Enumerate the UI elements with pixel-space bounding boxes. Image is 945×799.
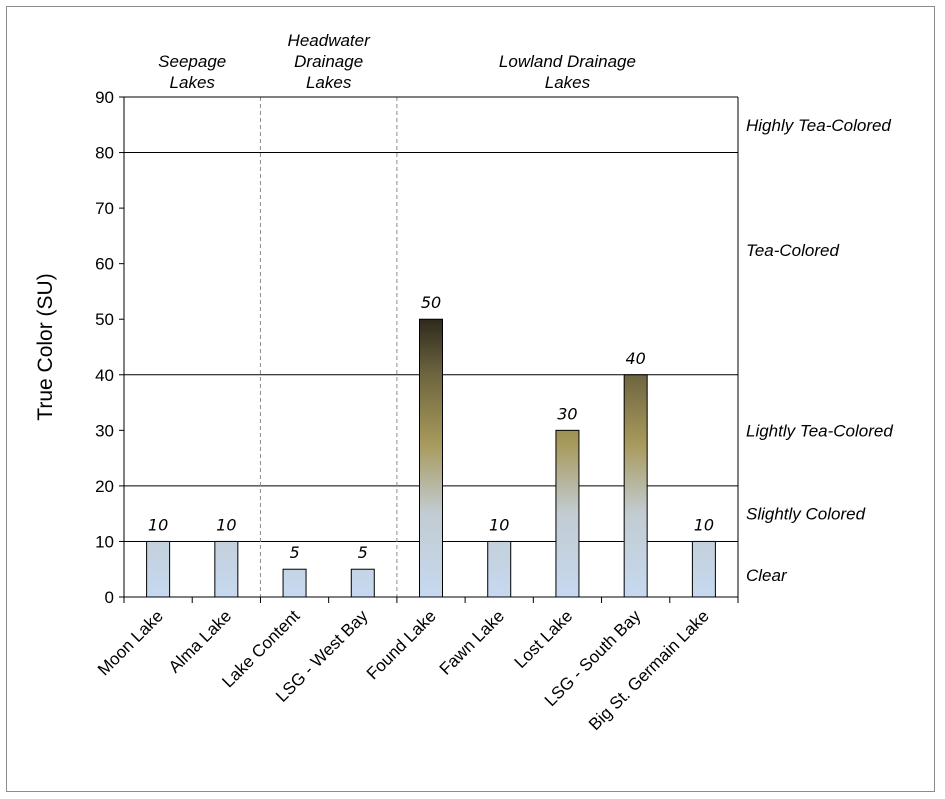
y-tick-label-60: 60 [95,255,114,274]
y-tick-label-50: 50 [95,310,114,329]
band-label-3: Slightly Colored [746,505,866,524]
x-category-label-5: Fawn Lake [436,606,508,678]
y-tick-label-30: 30 [95,421,114,440]
data-label-1: 10 [216,515,236,534]
data-label-3: 5 [358,543,368,562]
x-category-label-1: Alma Lake [165,606,235,676]
chart-frame [6,6,935,792]
group-label-2-line-1: Lakes [545,73,591,92]
bar-6 [555,429,580,598]
group-label-1-line-0: Headwater [288,31,372,50]
data-labels: 10 10 5 5 50 10 30 40 10 [148,293,714,562]
data-label-5: 10 [489,515,509,534]
bar-3 [350,568,375,598]
axes [119,96,739,603]
y-tick-label-40: 40 [95,366,114,385]
group-label-0-line-1: Lakes [170,73,216,92]
y-tick-label-20: 20 [95,477,114,496]
band-label-4: Clear [746,566,788,585]
y-tick-label-80: 80 [95,144,114,163]
group-label-2-line-0: Lowland Drainage [499,52,636,71]
bar-4 [419,318,443,598]
band-label-0: Highly Tea-Colored [746,116,891,135]
band-label-1: Tea-Colored [746,241,839,260]
x-category-label-0: Moon Lake [94,606,167,679]
bar-2 [282,568,307,598]
y-tick-label-90: 90 [95,88,114,107]
x-category-label-8: Big St. Germain Lake [585,606,713,734]
data-label-8: 10 [694,515,714,534]
group-labels: Seepage Lakes Headwater Drainage Lakes Lowlan… [158,31,636,92]
data-label-2: 5 [289,543,299,562]
x-category-label-4: Found Lake [363,606,440,683]
data-label-6: 30 [557,404,577,423]
group-label-1-line-1: Drainage [294,52,363,71]
bar-8 [691,540,716,598]
y-tick-label-70: 70 [95,199,114,218]
y-tick-labels: 0 10 20 30 40 50 60 70 80 90 [95,88,114,607]
bar-0 [146,540,171,598]
bars [146,318,716,598]
y-axis-label: True Color (SU) [34,273,57,420]
data-label-7: 40 [625,349,645,368]
band-labels: Highly Tea-Colored Tea-Colored Lightly Tea… [746,116,893,585]
group-label-0-line-0: Seepage [158,52,226,71]
bar-5 [487,540,512,598]
x-category-label-6: Lost Lake [511,606,577,672]
group-separators [259,97,398,597]
band-label-2: Lightly Tea-Colored [746,421,893,440]
data-label-0: 10 [148,515,168,534]
y-tick-label-0: 0 [105,588,114,607]
group-label-1-line-2: Lakes [306,73,352,92]
y-tick-label-10: 10 [95,532,114,551]
data-label-4: 50 [421,293,441,312]
bar-1 [214,540,239,598]
bar-7 [623,374,648,598]
